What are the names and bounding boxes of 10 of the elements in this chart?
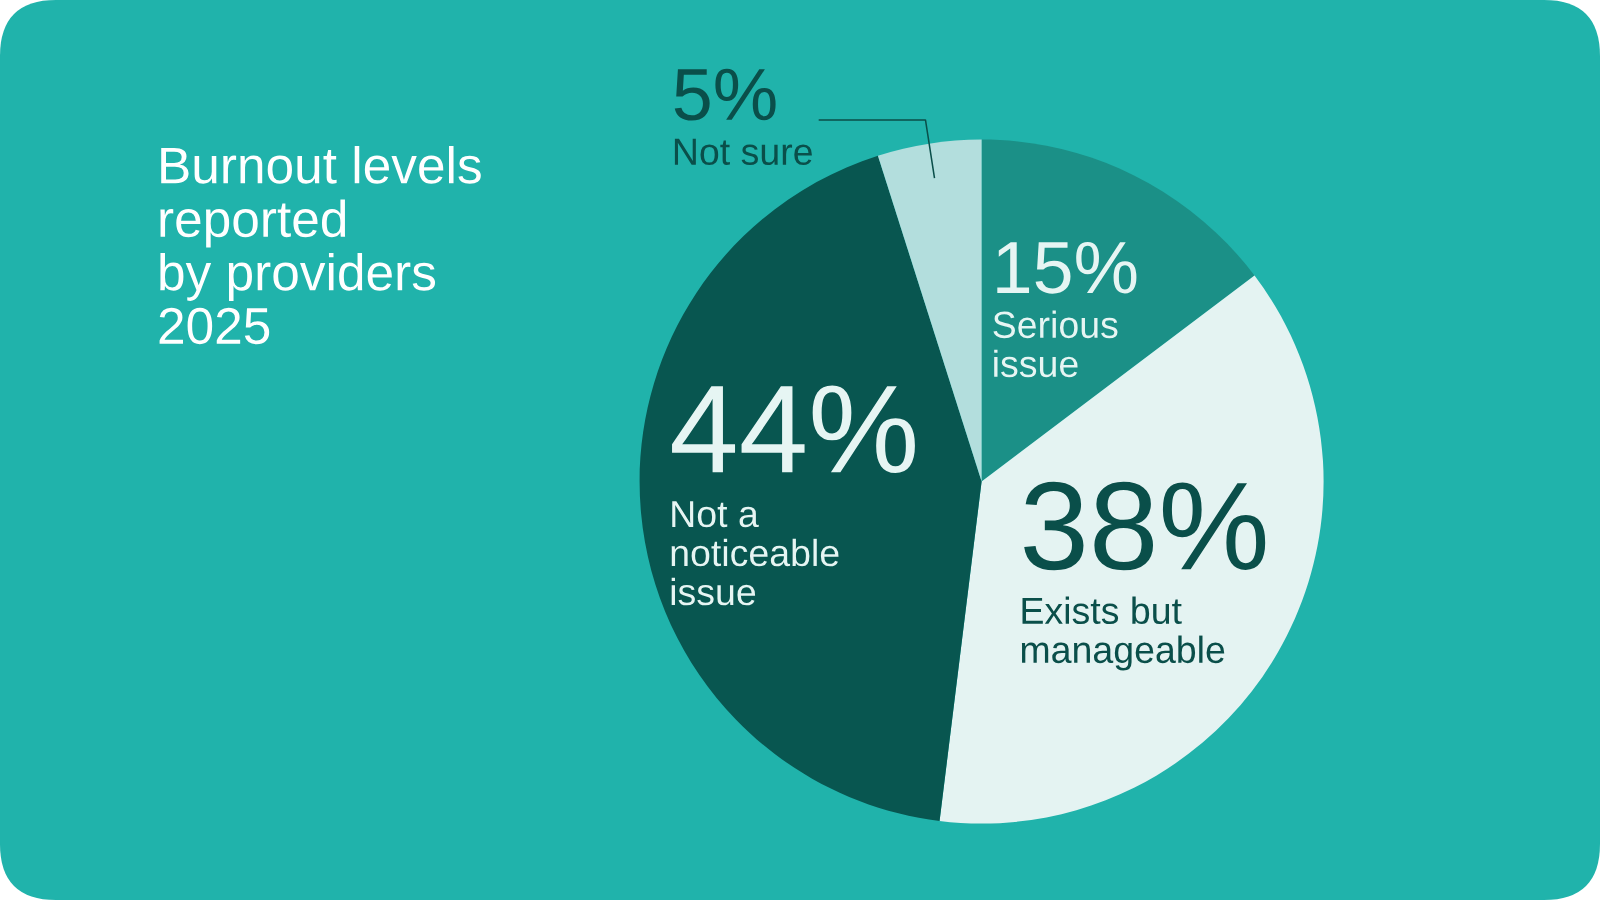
slice-label: Serious issue [993, 310, 1118, 378]
text: Burnout levels reported by providers 2025 [159, 146, 481, 345]
data-label: 38% [1024, 481, 1266, 571]
slice-label: Not a noticeable issue [671, 501, 839, 606]
slice-label: Exists but manageable [1021, 596, 1225, 671]
data-label: 15% [997, 241, 1137, 294]
data-label: 5% [674, 68, 776, 121]
data-label: 44% [672, 385, 915, 474]
slice-label: Not sure [674, 138, 812, 166]
pie-slice [981, 139, 1255, 482]
